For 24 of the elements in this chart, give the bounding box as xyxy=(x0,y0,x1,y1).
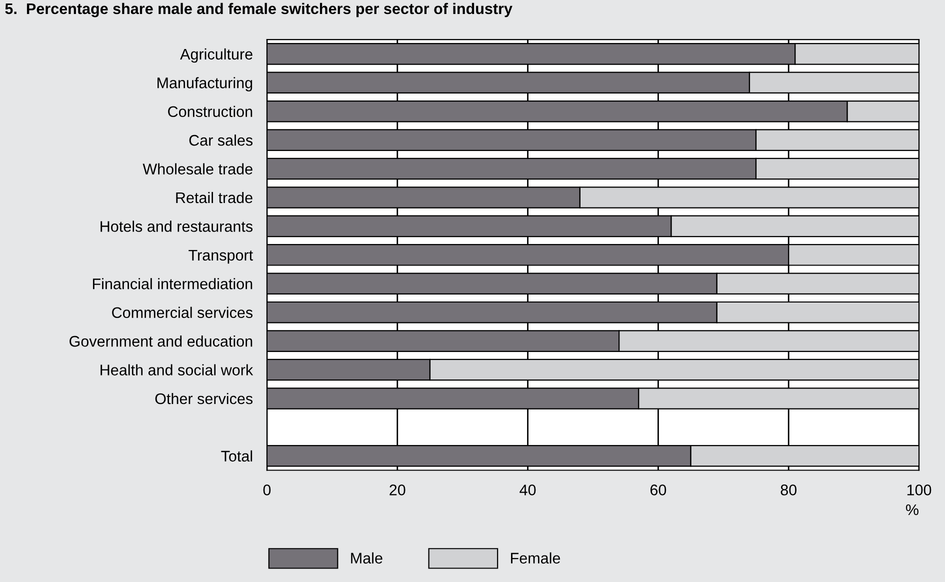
legend-label: Female xyxy=(511,552,560,564)
chart-title: 5. Percentage share male and female switchers per sector of industry xyxy=(5,2,512,18)
y-tick-label: Construction xyxy=(168,106,252,118)
legend-label: Male xyxy=(351,552,382,564)
y-tick-label: Hotels and restaurants xyxy=(100,220,253,232)
x-tick-label: 40 xyxy=(520,484,536,496)
x-tick-label: 100 xyxy=(907,484,932,496)
y-tick-label: Retail trade xyxy=(176,192,252,204)
x-axis-title: % xyxy=(906,504,918,516)
x-tick-label: 20 xyxy=(390,484,406,496)
y-tick-label: Financial intermediation xyxy=(92,278,252,290)
y-tick-label: Transport xyxy=(188,250,253,264)
x-tick-label: 0 xyxy=(263,484,271,496)
y-tick-label: Government and education xyxy=(70,336,252,347)
y-tick-label: Health and social work xyxy=(100,364,254,376)
x-tick-label: 60 xyxy=(650,484,666,496)
y-tick-label: Commercial services xyxy=(112,306,253,318)
y-tick-label: Other services xyxy=(155,392,253,404)
y-tick-label: Manufacturing xyxy=(158,77,252,92)
x-tick-label: 80 xyxy=(780,484,796,496)
y-tick-label: Car sales xyxy=(189,134,253,146)
y-tick-label: Wholesale trade xyxy=(142,163,252,174)
y-tick-label: Total xyxy=(221,450,252,462)
y-tick-label: Agriculture xyxy=(180,48,252,63)
